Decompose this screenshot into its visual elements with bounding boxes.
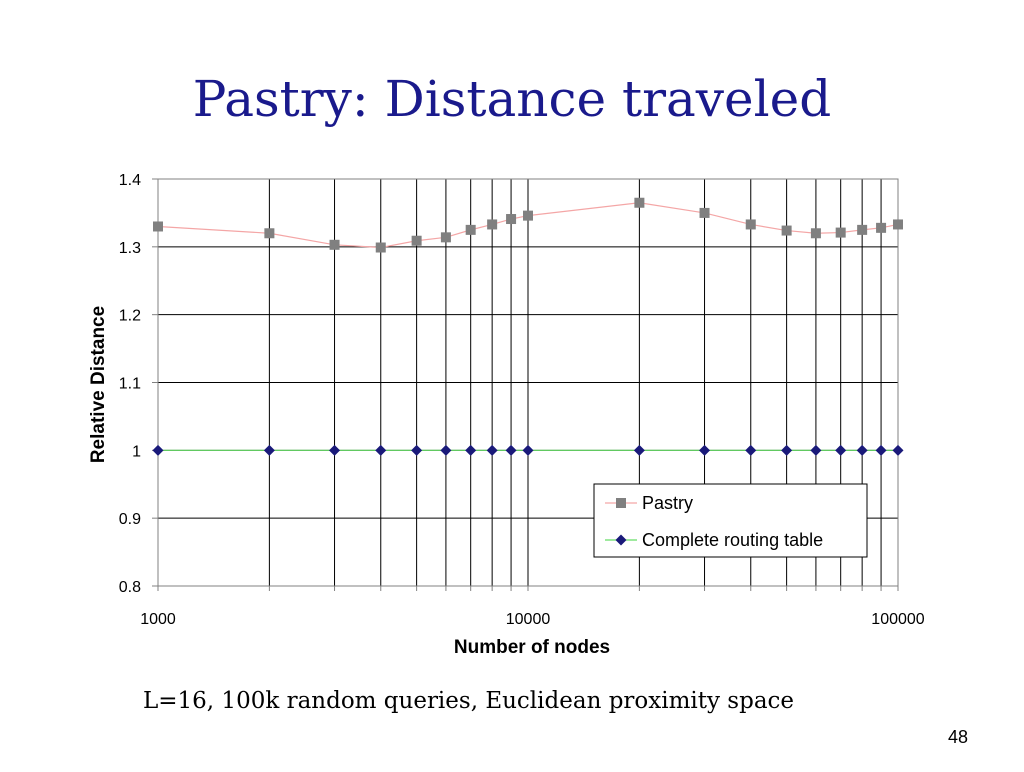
data-point	[263, 444, 275, 456]
data-point	[411, 444, 423, 456]
data-point	[487, 219, 498, 230]
x-axis-tick-labels: 1000 10000 100000	[140, 611, 925, 628]
legend-label: Pastry	[642, 493, 693, 513]
data-point	[781, 225, 792, 236]
data-point	[856, 444, 868, 456]
data-point	[523, 210, 533, 221]
y-tick-label: 1.2	[119, 308, 141, 325]
legend-label: Complete routing table	[642, 530, 823, 550]
y-tick-label: 0.9	[119, 511, 141, 528]
y-tick-label: 1.4	[119, 172, 141, 189]
data-point	[465, 224, 476, 235]
data-point	[329, 444, 341, 456]
legend-marker	[615, 534, 627, 546]
data-point	[506, 214, 517, 225]
data-point	[440, 232, 451, 243]
chart-legend: Pastry Complete routing table	[593, 483, 868, 558]
y-tick-label: 1.1	[119, 376, 141, 393]
y-tick-label: 0.8	[119, 579, 141, 596]
y-axis-tick-labels: 0.8 0.9 1 1.1 1.2 1.3 1.4	[119, 172, 141, 596]
data-point	[835, 227, 846, 238]
data-point	[153, 221, 163, 232]
y-tick-label: 1	[132, 443, 141, 460]
legend-box	[593, 483, 868, 558]
data-point	[264, 228, 275, 239]
x-tick-label: 1000	[140, 611, 176, 628]
data-point	[810, 444, 822, 456]
series-complete-routing-table	[152, 444, 904, 456]
data-point	[375, 444, 387, 456]
data-point	[486, 444, 498, 456]
data-point	[781, 444, 793, 456]
slide-caption: L=16, 100k random queries, Euclidean pro…	[143, 688, 795, 714]
data-point	[505, 444, 517, 456]
plot-area-frame	[157, 178, 899, 587]
x-tick-label: 10000	[506, 611, 551, 628]
slide-title: Pastry: Distance traveled	[192, 70, 832, 128]
data-point	[857, 224, 868, 235]
data-point	[634, 197, 645, 208]
data-point	[411, 235, 422, 246]
legend-marker	[616, 498, 626, 508]
data-point	[329, 239, 340, 250]
data-point	[876, 222, 887, 233]
y-tick-label: 1.3	[119, 240, 141, 257]
data-point	[892, 444, 904, 456]
y-axis-label: Relative Distance	[88, 306, 109, 463]
data-point	[440, 444, 452, 456]
data-point	[699, 444, 711, 456]
data-point	[465, 444, 477, 456]
data-point	[152, 444, 164, 456]
data-point	[745, 444, 757, 456]
page-number: 48	[948, 727, 969, 747]
data-point	[522, 444, 534, 456]
data-point	[875, 444, 887, 456]
x-tick-label: 100000	[871, 611, 924, 628]
data-point	[893, 219, 903, 230]
data-point	[810, 228, 821, 239]
x-axis-label: Number of nodes	[454, 637, 610, 658]
data-point	[375, 242, 386, 253]
data-point	[633, 444, 645, 456]
data-point	[699, 207, 710, 218]
series-group	[152, 197, 904, 456]
data-point	[835, 444, 847, 456]
data-point	[745, 219, 756, 230]
series-pastry	[153, 197, 903, 253]
